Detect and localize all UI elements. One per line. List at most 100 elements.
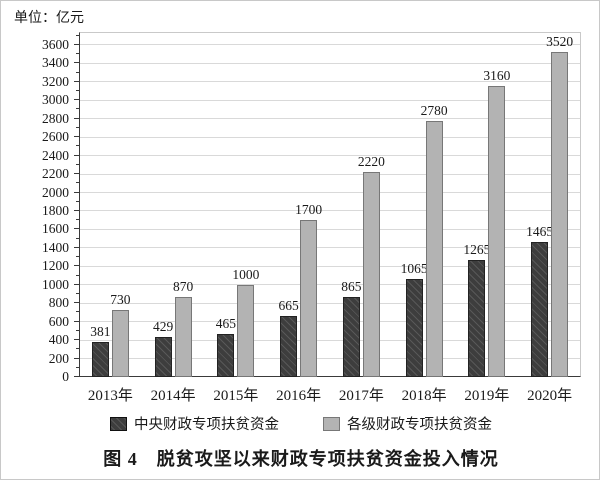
legend-item-all-levels-funds: 各级财政专项扶贫资金 [323,413,492,434]
x-axis-label: 2016年 [276,388,322,404]
gridline [80,99,580,101]
legend-swatch-dark-hatched [110,416,127,431]
y-axis-minor-tick [76,34,79,36]
unit-label: 单位：亿元 [14,11,84,26]
y-axis-tick-label: 1800 [42,202,69,218]
y-axis-tick-label: 600 [48,313,69,329]
y-axis-major-tick [74,246,79,248]
y-axis-major-tick [74,283,79,285]
gridline [80,302,580,304]
y-axis-minor-tick [76,329,79,331]
legend-swatch-light-gray [323,416,340,431]
bar-all-levels-2020年 [551,52,569,377]
y-axis-major-tick [74,43,79,45]
bar-value-label: 1265 [463,242,491,257]
y-axis-minor-tick [76,182,79,184]
gridline [80,173,580,175]
bar-all-levels-2015年 [237,285,255,377]
bar-value-label: 3520 [546,34,574,49]
y-axis-major-tick [74,339,79,341]
bar-all-levels-2016年 [300,220,318,377]
x-axis-label: 2020年 [527,388,573,404]
gridline [80,81,580,83]
bar-value-label: 2780 [420,103,448,118]
y-axis-tick-label: 1600 [42,221,69,237]
y-axis-major-tick [74,136,79,138]
gridline [80,62,580,64]
y-axis-tick-label: 2800 [42,110,69,126]
bar-central-2016年 [280,316,298,377]
bar-value-label: 1700 [295,202,323,217]
y-axis-minor-tick [76,145,79,147]
bar-central-2013年 [91,342,109,377]
bar-value-label: 870 [173,279,194,294]
y-axis-major-tick [74,320,79,322]
y-axis-minor-tick [76,366,79,368]
gridline [80,136,580,138]
x-axis-label: 2013年 [87,388,133,404]
y-axis-major-tick [74,265,79,267]
bar-central-2020年 [531,242,549,377]
y-axis-minor-tick [76,219,79,221]
legend: 中央财政专项扶贫资金 各级财政专项扶贫资金 [1,413,599,434]
bar-central-2015年 [217,334,235,377]
y-axis-tick-label: 2200 [42,166,69,182]
y-axis-major-tick [74,99,79,101]
y-axis-major-tick [74,228,79,230]
y-axis-tick-label: 2600 [42,129,69,145]
y-axis-minor-tick [76,274,79,276]
y-axis-major-tick [74,302,79,304]
bar-value-label: 665 [278,298,299,313]
y-axis-minor-tick [76,292,79,294]
y-axis-major-tick [74,80,79,82]
gridline [80,358,580,360]
y-axis-tick-label: 2000 [42,184,69,200]
y-axis-major-tick [74,376,79,377]
y-axis-minor-tick [76,90,79,92]
bar-all-levels-2017年 [362,172,380,377]
y-axis-tick-label: 1000 [42,276,69,292]
y-axis-minor-tick [76,348,79,350]
bar-value-label: 1465 [526,224,554,239]
y-axis-minor-tick [76,311,79,313]
y-axis-tick-label: 3400 [42,55,69,71]
x-axis-label: 2019年 [464,388,510,404]
bar-value-label: 1065 [400,261,428,276]
y-axis-tick-label: 1200 [42,258,69,274]
gridline [80,192,580,193]
gridline [80,118,580,120]
y-axis-major-tick [74,154,79,156]
y-axis-minor-tick [76,256,79,258]
bar-value-label: 730 [110,292,131,307]
bar-central-2018年 [405,279,423,377]
y-axis-tick-label: 3000 [42,92,69,108]
x-axis-label: 2018年 [401,388,447,404]
gridline [80,228,580,230]
legend-label-all-levels-funds: 各级财政专项扶贫资金 [347,417,492,433]
y-axis-tick-label: 3600 [42,36,69,52]
y-axis-minor-tick [76,126,79,128]
bar-value-label: 1000 [232,267,260,282]
bar-central-2017年 [342,297,360,377]
bar-all-levels-2013年 [111,310,129,377]
y-axis-major-tick [74,357,79,359]
bar-value-label: 465 [215,316,236,331]
gridline [80,339,580,341]
gridline [80,210,580,212]
y-axis-tick-label: 0 [62,369,69,384]
legend-item-central-funds: 中央财政专项扶贫资金 [110,413,279,434]
figure-caption: 图 4 脱贫攻坚以来财政专项扶贫资金投入情况 [103,449,499,469]
y-axis-tick-label: 800 [48,295,69,311]
y-axis-tick-label: 400 [48,332,69,348]
x-axis-label: 2014年 [150,388,196,404]
legend-label-central-funds: 中央财政专项扶贫资金 [134,417,279,433]
bar-value-label: 2220 [357,154,385,169]
x-axis-label: 2017年 [338,388,384,404]
y-axis-major-tick [74,117,79,119]
y-axis-minor-tick [76,71,79,73]
y-axis-minor-tick [76,237,79,239]
y-axis-minor-tick [76,163,79,165]
y-axis-major-tick [74,209,79,211]
bar-value-label: 381 [90,324,111,339]
